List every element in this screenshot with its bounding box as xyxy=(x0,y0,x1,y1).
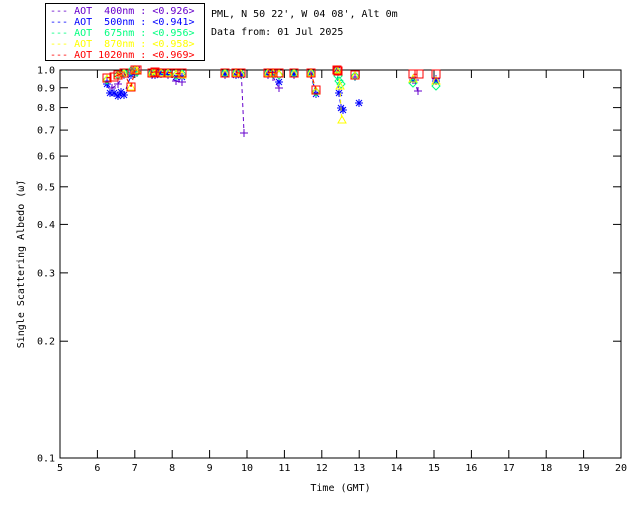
x-tick-label: 17 xyxy=(503,463,515,474)
site-title: PML, N 50 22', W 04 08', Alt 0m xyxy=(211,9,398,20)
legend-box: --- AOT 400nm : <0.926> --- AOT 500nm : <… xyxy=(45,3,205,61)
x-tick-label: 5 xyxy=(57,463,63,474)
y-tick-label: 0.4 xyxy=(37,220,55,231)
y-tick-label: 0.2 xyxy=(37,337,55,348)
y-tick-label: 0.3 xyxy=(37,268,55,279)
x-tick-label: 20 xyxy=(615,463,627,474)
x-tick-label: 7 xyxy=(132,463,138,474)
x-tick-label: 16 xyxy=(465,463,477,474)
legend-entry-675nm: --- AOT 675nm : <0.956> xyxy=(50,28,195,39)
y-axis-label: Single Scattering Albedo (ω̃) xyxy=(15,180,27,349)
legend-entry-500nm: --- AOT 500nm : <0.941> xyxy=(50,17,195,28)
x-tick-label: 11 xyxy=(278,463,290,474)
series-markers-aot-1020nm xyxy=(102,65,441,95)
x-tick-label: 10 xyxy=(241,463,253,474)
x-tick-label: 19 xyxy=(578,463,590,474)
legend-entry-1020nm: --- AOT 1020nm : <0.969> xyxy=(50,50,195,61)
plot-header: PML, N 50 22', W 04 08', Alt 0m Data fro… xyxy=(211,6,398,42)
axes-box xyxy=(59,69,622,459)
date-subtitle: Data from: 01 Jul 2025 xyxy=(211,27,344,38)
x-tick-label: 8 xyxy=(169,463,175,474)
legend-entry-400nm: --- AOT 400nm : <0.926> xyxy=(50,6,195,17)
y-tick-label: 0.9 xyxy=(37,83,55,94)
x-tick-label: 12 xyxy=(316,463,328,474)
x-axis-label: Time (GMT) xyxy=(310,483,370,494)
y-tick-label: 0.1 xyxy=(37,454,55,465)
y-tick-label: 0.5 xyxy=(37,182,55,193)
y-tick-label: 0.7 xyxy=(37,126,55,137)
x-tick-label: 9 xyxy=(207,463,213,474)
x-tick-label: 15 xyxy=(428,463,440,474)
x-tick-label: 14 xyxy=(391,463,403,474)
x-tick-label: 18 xyxy=(540,463,552,474)
series-line-aot-400nm xyxy=(106,69,418,133)
x-tick-label: 6 xyxy=(94,463,100,474)
y-tick-label: 1.0 xyxy=(37,66,55,77)
y-tick-label: 0.8 xyxy=(37,103,55,114)
x-tick-label: 13 xyxy=(353,463,365,474)
legend-entry-870nm: --- AOT 870nm : <0.958> xyxy=(50,39,195,50)
y-tick-label: 0.6 xyxy=(37,152,55,163)
